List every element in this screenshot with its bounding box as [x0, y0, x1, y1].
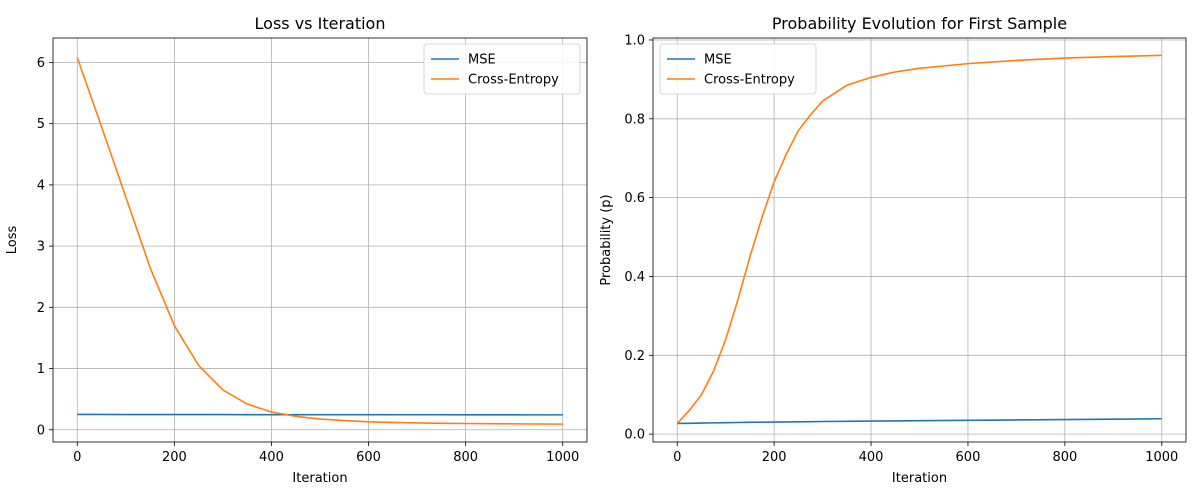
loss-chart-panel: Loss vs Iteration Iteration Loss 0 200 400…	[5, 14, 588, 486]
probability-chart-x-tick-label: 600	[956, 450, 981, 465]
loss-chart-series-cross-entropy-line	[76, 57, 563, 425]
probability-chart-series-group	[676, 54, 1162, 425]
probability-chart-grid	[653, 38, 1186, 442]
probability-chart-legend: MSE Cross-Entropy	[659, 43, 817, 95]
probability-chart-series-cross-entropy-line	[676, 54, 1162, 425]
loss-chart-x-tick-label: 400	[259, 450, 284, 465]
loss-chart-y-tick-label: 5	[37, 117, 45, 132]
probability-chart-y-tick-label: 1.0	[624, 33, 645, 48]
loss-chart-axes-frame	[52, 37, 588, 443]
probability-chart-legend-label-mse: MSE	[704, 53, 732, 68]
probability-chart-y-tick-label: 0.0	[624, 428, 645, 443]
loss-chart-x-tick-label: 600	[356, 450, 381, 465]
probability-chart-x-tick-label: 400	[859, 450, 884, 465]
loss-chart-y-tick-label: 6	[37, 56, 45, 71]
loss-chart-legend: MSE Cross-Entropy	[423, 43, 581, 95]
probability-chart-y-tick-label: 0.8	[624, 112, 645, 127]
loss-chart-title: Loss vs Iteration	[255, 14, 386, 33]
loss-chart-legend-label-mse: MSE	[468, 53, 496, 68]
probability-chart-legend-label-cross-entropy: Cross-Entropy	[704, 73, 795, 88]
probability-chart-panel: Probability Evolution for First Sample I…	[599, 14, 1187, 486]
probability-chart-x-tick-label: 1000	[1145, 450, 1178, 465]
probability-chart-x-tick-label: 800	[1052, 450, 1077, 465]
loss-chart-series-group	[76, 57, 563, 425]
loss-chart-legend-label-cross-entropy: Cross-Entropy	[468, 73, 559, 88]
loss-chart-x-tick-label: 0	[73, 450, 81, 465]
probability-chart-y-tick-label: 0.2	[624, 349, 645, 364]
loss-chart-x-tick-label: 200	[162, 450, 187, 465]
loss-chart-legend-box	[423, 43, 581, 95]
loss-chart-x-axis-label: Iteration	[292, 471, 347, 486]
probability-chart-axes-frame	[652, 37, 1187, 443]
probability-chart-x-tick-label: 0	[673, 450, 681, 465]
loss-chart-y-tick-label: 4	[37, 178, 45, 193]
probability-chart-x-axis-label: Iteration	[892, 471, 947, 486]
probability-chart-series-mse-line	[677, 417, 1162, 425]
loss-chart-x-tick-label: 800	[453, 450, 478, 465]
loss-chart-y-tick-label: 3	[37, 240, 45, 255]
probability-chart-x-tick-label: 200	[762, 450, 787, 465]
loss-chart-y-tick-label: 1	[37, 362, 45, 377]
loss-chart-y-tick-label: 0	[37, 423, 45, 438]
probability-chart-y-tick-label: 0.4	[624, 270, 645, 285]
loss-chart-x-tick-label: 1000	[546, 450, 579, 465]
loss-chart-grid	[53, 38, 587, 442]
loss-chart-y-tick-label: 2	[37, 301, 45, 316]
probability-chart-title: Probability Evolution for First Sample	[772, 14, 1067, 33]
probability-chart-legend-box	[659, 43, 817, 95]
probability-chart-y-tick-label: 0.6	[624, 191, 645, 206]
loss-chart-y-axis-label: Loss	[5, 226, 20, 255]
probability-chart-y-axis-label: Probability (p)	[599, 194, 614, 285]
